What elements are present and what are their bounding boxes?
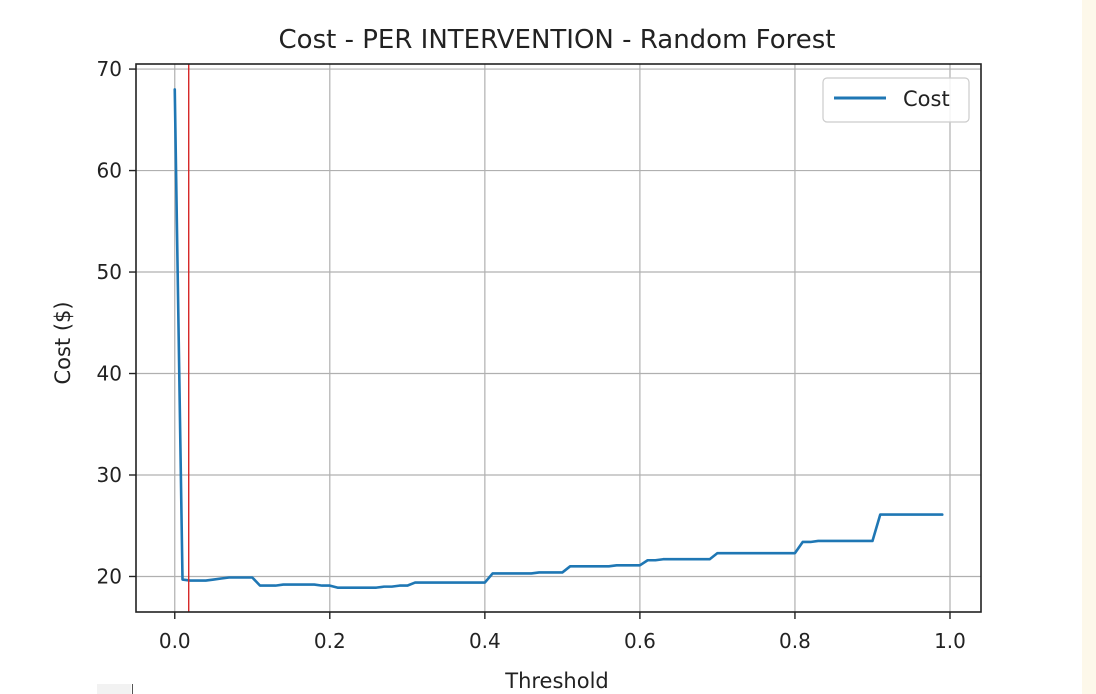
page-corner-tick (132, 684, 133, 694)
y-axis-ticks: 20 30 40 50 60 70 (97, 57, 136, 588)
x-tick-label: 0.4 (469, 629, 501, 653)
series-layer (173, 64, 944, 612)
y-tick-label: 40 (97, 362, 122, 386)
plot-frame (135, 63, 982, 613)
legend-box (822, 77, 970, 123)
legend: Cost (822, 77, 970, 123)
x-axis-ticks: 0.0 0.2 0.4 0.6 0.8 1.0 (159, 612, 966, 653)
y-axis-label: Cost ($) (51, 301, 75, 384)
grid-lines (136, 64, 981, 612)
legend-label-cost: Cost (903, 87, 950, 111)
page-edge-strip (1082, 0, 1096, 694)
x-tick-label: 0.0 (159, 629, 191, 653)
x-tick-label: 0.2 (314, 629, 346, 653)
page-corner-box (97, 684, 131, 694)
y-tick-label: 30 (97, 463, 122, 487)
y-tick-label: 50 (97, 260, 122, 284)
plot-area (136, 64, 981, 612)
x-tick-label: 0.6 (624, 629, 656, 653)
chart-title: Cost - PER INTERVENTION - Random Forest (279, 25, 836, 55)
x-tick-label: 0.8 (779, 629, 811, 653)
series-line-cost (173, 88, 944, 589)
y-tick-label: 70 (97, 57, 122, 81)
y-tick-label: 20 (97, 564, 122, 588)
x-tick-label: 1.0 (934, 629, 966, 653)
y-tick-label: 60 (97, 159, 122, 183)
x-axis-label: Threshold (504, 669, 609, 693)
